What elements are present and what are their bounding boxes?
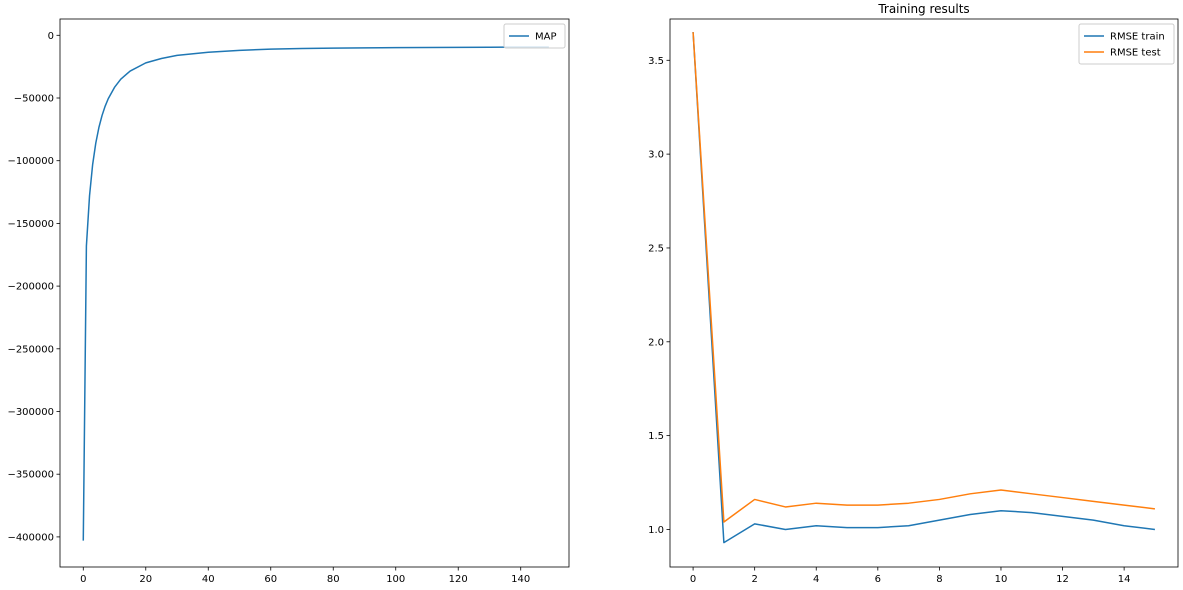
y-tick-label: 3.0 [648,150,664,161]
legend-label: MAP [535,32,557,43]
y-tick-label: 0 [48,31,54,42]
x-tick-label: 2 [751,574,757,585]
series-line-rmse-test [692,32,1156,523]
legend-box [1078,23,1175,65]
y-tick-label: 1.0 [648,525,664,536]
legend-label: RMSE train [1110,32,1165,43]
y-tick-label: 2.0 [648,337,664,348]
y-tick-label: −100000 [7,156,54,167]
x-tick-label: 4 [813,574,819,585]
series-line-rmse-train [692,32,1156,544]
x-tick-label: 12 [1056,574,1069,585]
legend-box [503,23,566,49]
legend: MAP [503,23,566,49]
y-tick-label: −400000 [7,532,54,543]
x-tick-label: 40 [202,574,215,585]
x-tick-label: 10 [995,574,1008,585]
x-tick-label: 14 [1118,574,1131,585]
legend-label: RMSE test [1110,48,1161,59]
x-tick-label: 8 [936,574,942,585]
y-tick-label: 1.5 [648,431,664,442]
training-results-chart: Training results 0 2 4 6 8 10 12 14 1.0 1.5 2.0 2.5 3… [648,2,1179,585]
x-tick-label: 100 [386,574,405,585]
x-tick-label: 6 [875,574,881,585]
y-tick-label: 3.5 [648,56,664,67]
series-line-map [82,46,549,541]
x-tick-label: 0 [690,574,696,585]
y-tick-label: −300000 [7,407,54,418]
x-tick-label: 20 [139,574,152,585]
axes-frame [59,18,570,568]
legend: RMSE train RMSE test [1078,23,1175,65]
map-chart: 0 20 40 60 80 100 120 140 0 −50000 −100000 −150000 −… [7,18,570,585]
x-tick-label: 120 [449,574,468,585]
x-tick-label: 140 [511,574,530,585]
y-tick-label: −350000 [7,470,54,481]
y-tick-label: −200000 [7,282,54,293]
chart-title: Training results [877,2,969,16]
y-tick-label: −250000 [7,344,54,355]
axes-frame [669,18,1179,568]
y-tick-label: −50000 [14,94,54,105]
x-tick-label: 80 [327,574,340,585]
x-tick-label: 0 [80,574,86,585]
y-tick-label: 2.5 [648,243,664,254]
y-tick-label: −150000 [7,219,54,230]
x-tick-label: 60 [264,574,277,585]
